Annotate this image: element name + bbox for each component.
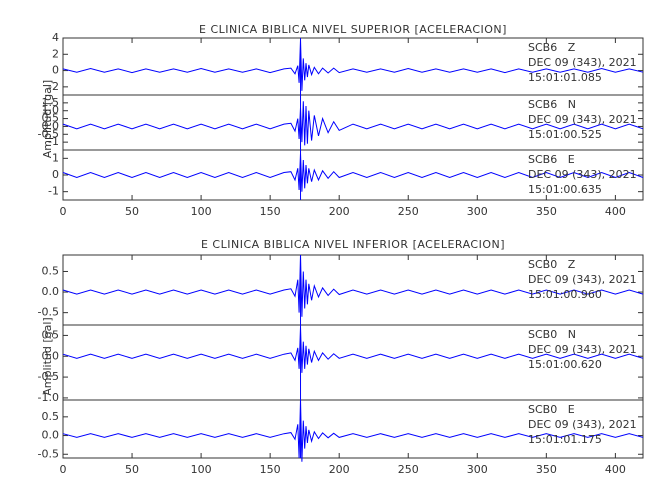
x-tick-label: 150	[260, 205, 281, 218]
time-label: 15:01:01.175	[528, 433, 602, 446]
x-tick-label: 150	[260, 463, 281, 476]
y-tick-label: 0.0	[42, 285, 60, 298]
waveform	[62, 327, 644, 373]
station-label: SCB6 Z	[528, 41, 576, 54]
y-tick-label: 0.0	[42, 349, 60, 362]
x-tick-label: 300	[467, 463, 488, 476]
station-label: SCB0 Z	[528, 258, 576, 271]
y-tick-label: 1.0	[42, 104, 60, 117]
y-tick-label: 0.5	[42, 112, 60, 125]
time-label: 15:01:00.620	[528, 358, 602, 371]
x-tick-label: 350	[536, 205, 557, 218]
y-tick-label: 2	[52, 47, 59, 60]
x-tick-label: 300	[467, 205, 488, 218]
y-tick-label: 1	[52, 151, 59, 164]
y-tick-label: 0.0	[42, 429, 60, 442]
y-tick-label: 4	[52, 31, 59, 44]
y-tick-label: -0.5	[38, 127, 59, 140]
y-axis-label: Amplitud [gal]	[41, 317, 54, 395]
y-tick-label: 0.5	[42, 410, 60, 423]
x-tick-label: 100	[191, 205, 212, 218]
y-tick-label: 0	[52, 168, 59, 181]
y-tick-label: -0.5	[38, 370, 59, 383]
date-label: DEC 09 (343), 2021	[528, 113, 637, 126]
x-tick-label: 50	[125, 205, 139, 218]
date-label: DEC 09 (343), 2021	[528, 343, 637, 356]
waveform	[62, 101, 644, 146]
y-tick-label: 0.0	[42, 119, 60, 132]
y-tick-label: 0.5	[42, 328, 60, 341]
waveform	[62, 153, 644, 192]
chart-title: E CLINICA BIBLICA NIVEL INFERIOR [ACELER…	[201, 238, 505, 251]
x-tick-label: 0	[60, 205, 67, 218]
station-label: SCB6 E	[528, 153, 575, 166]
waveform	[62, 39, 644, 91]
y-tick-label: 0.5	[42, 264, 60, 277]
time-label: 15:01:00.525	[528, 128, 602, 141]
y-tick-label: -2	[48, 80, 59, 93]
y-tick-label: -1	[48, 135, 59, 148]
x-tick-label: 50	[125, 463, 139, 476]
x-tick-label: 400	[605, 463, 626, 476]
date-label: DEC 09 (343), 2021	[528, 273, 637, 286]
station-label: SCB0 N	[528, 328, 576, 341]
y-axis-label: Amplitud [gal]	[41, 80, 54, 158]
x-tick-label: 250	[398, 463, 419, 476]
time-label: 15:01:01.085	[528, 71, 602, 84]
station-label: SCB6 N	[528, 98, 576, 111]
y-tick-label: -1	[48, 185, 59, 198]
x-tick-label: 200	[329, 205, 350, 218]
date-label: DEC 09 (343), 2021	[528, 56, 637, 69]
y-tick-label: -0.5	[38, 447, 59, 460]
y-tick-label: -1.0	[38, 391, 59, 404]
x-tick-label: 250	[398, 205, 419, 218]
date-label: DEC 09 (343), 2021	[528, 168, 637, 181]
time-label: 15:01:00.960	[528, 288, 602, 301]
station-label: SCB0 E	[528, 403, 575, 416]
y-tick-label: -0.5	[38, 306, 59, 319]
time-label: 15:01:00.635	[528, 183, 602, 196]
date-label: DEC 09 (343), 2021	[528, 418, 637, 431]
x-tick-label: 350	[536, 463, 557, 476]
x-tick-label: 200	[329, 463, 350, 476]
y-tick-label: 1.5	[42, 96, 60, 109]
x-tick-label: 100	[191, 463, 212, 476]
x-tick-label: 400	[605, 205, 626, 218]
chart-title: E CLINICA BIBLICA NIVEL SUPERIOR [ACELER…	[199, 23, 507, 36]
waveform	[62, 399, 644, 462]
waveform	[62, 254, 644, 317]
x-tick-label: 0	[60, 463, 67, 476]
y-tick-label: 0	[52, 64, 59, 77]
